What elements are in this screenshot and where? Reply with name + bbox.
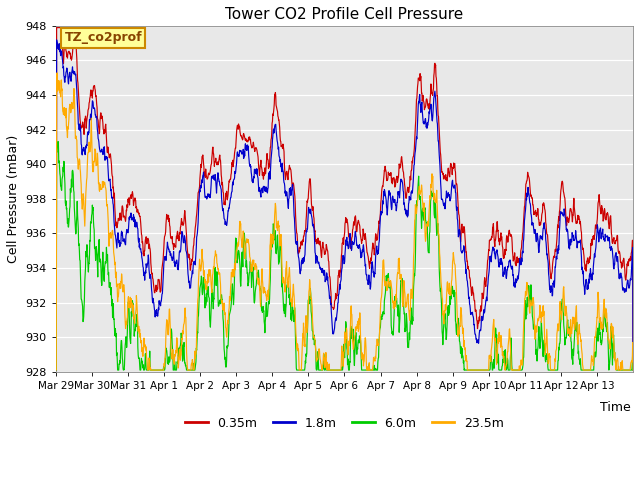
Text: TZ_co2prof: TZ_co2prof [65,32,142,45]
X-axis label: Time: Time [600,401,631,414]
Legend: 0.35m, 1.8m, 6.0m, 23.5m: 0.35m, 1.8m, 6.0m, 23.5m [180,412,509,435]
Y-axis label: Cell Pressure (mBar): Cell Pressure (mBar) [7,135,20,263]
Title: Tower CO2 Profile Cell Pressure: Tower CO2 Profile Cell Pressure [225,7,463,22]
